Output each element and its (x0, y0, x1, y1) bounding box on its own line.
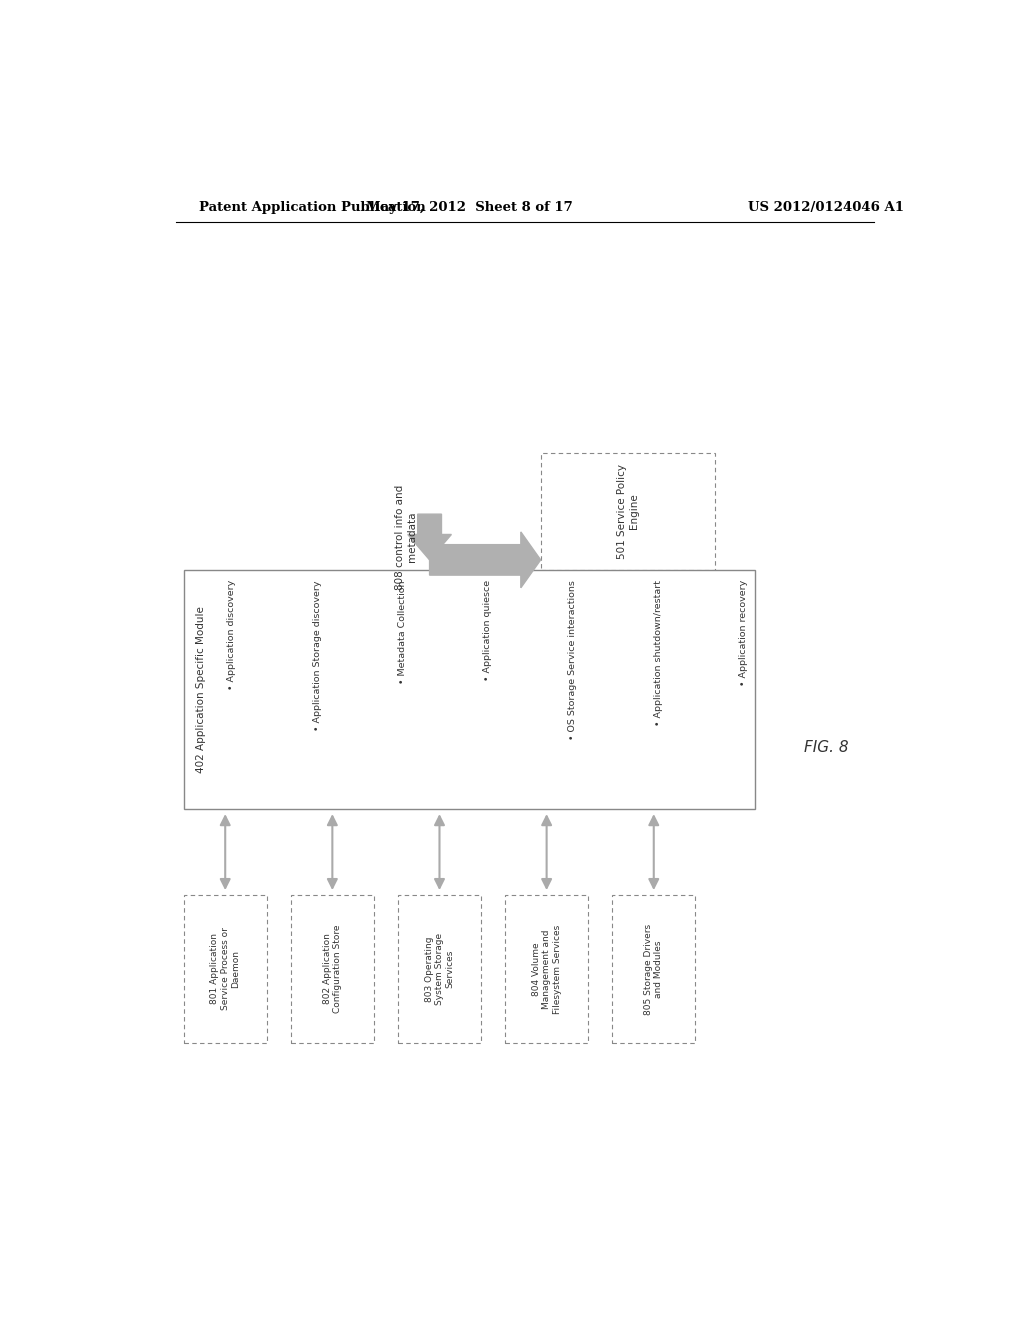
Bar (541, 453, 715, 570)
Text: FIG. 8: FIG. 8 (804, 741, 849, 755)
Text: • OS Storage Service interactions: • OS Storage Service interactions (568, 581, 578, 741)
Text: 501 Service Policy
Engine: 501 Service Policy Engine (617, 465, 639, 560)
Bar (291, 895, 374, 1043)
FancyArrow shape (430, 532, 541, 587)
Text: • Application recovery: • Application recovery (739, 581, 749, 686)
Text: • Application shutdown/restart: • Application shutdown/restart (653, 581, 663, 726)
Bar (183, 895, 267, 1043)
Text: 808 control info and
metadata: 808 control info and metadata (395, 484, 417, 590)
Text: 803 Operating
System Storage
Services: 803 Operating System Storage Services (425, 933, 455, 1005)
Text: 804 Volume
Management and
Filesystem Services: 804 Volume Management and Filesystem Ser… (531, 924, 561, 1014)
Text: 802 Application
Configuration Store: 802 Application Configuration Store (323, 925, 342, 1014)
Text: 801 Application
Service Process or
Daemon: 801 Application Service Process or Daemo… (210, 928, 240, 1010)
Text: • Application Storage discovery: • Application Storage discovery (312, 581, 322, 731)
Text: 805 Storage Drivers
and Modules: 805 Storage Drivers and Modules (644, 924, 664, 1015)
Text: 402 Application Specific Module: 402 Application Specific Module (196, 606, 206, 774)
Bar (183, 570, 755, 809)
Bar (612, 895, 695, 1043)
Text: • Metadata Collection: • Metadata Collection (397, 581, 407, 684)
Bar (397, 895, 481, 1043)
Text: May 17, 2012  Sheet 8 of 17: May 17, 2012 Sheet 8 of 17 (366, 201, 572, 214)
Text: US 2012/0124046 A1: US 2012/0124046 A1 (749, 201, 904, 214)
Text: • Application quiesce: • Application quiesce (483, 581, 493, 681)
Text: • Application discovery: • Application discovery (227, 581, 237, 690)
Bar (505, 895, 588, 1043)
FancyArrow shape (408, 515, 452, 560)
Text: Patent Application Publication: Patent Application Publication (200, 201, 426, 214)
